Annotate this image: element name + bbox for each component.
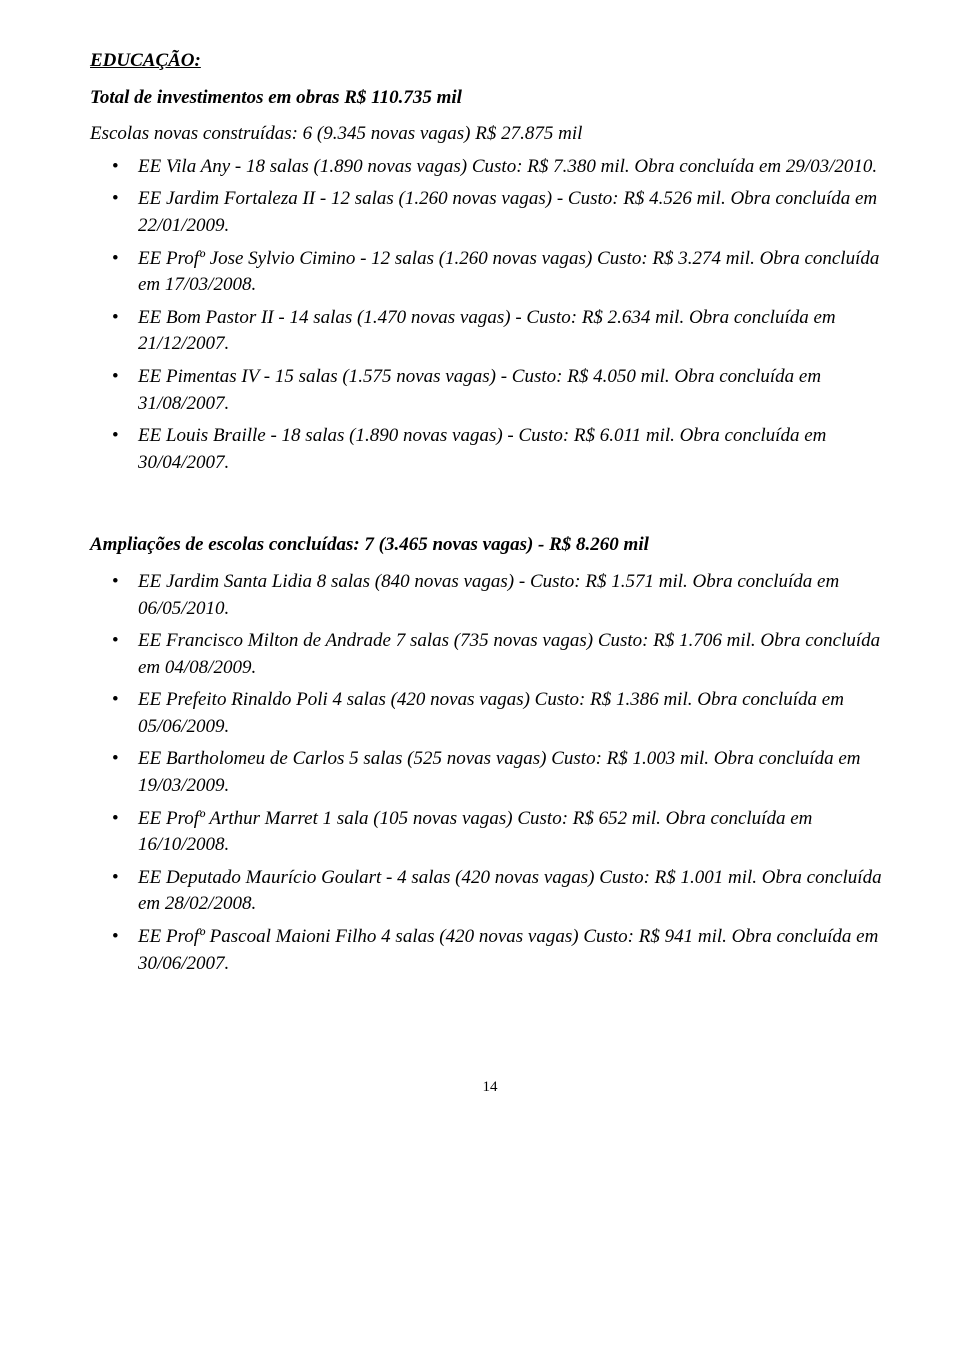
list-item: EE Prefeito Rinaldo Poli 4 salas (420 no… (90, 687, 890, 740)
expansions-heading: Ampliações de escolas concluídas: 7 (3.4… (90, 532, 890, 559)
list-item: EE Vila Any - 18 salas (1.890 novas vaga… (90, 154, 890, 181)
list-item: EE Jardim Santa Lidia 8 salas (840 novas… (90, 569, 890, 622)
list-item: EE Profº Arthur Marret 1 sala (105 novas… (90, 806, 890, 859)
list-item: EE Profº Pascoal Maioni Filho 4 salas (4… (90, 924, 890, 977)
list-item: EE Deputado Maurício Goulart - 4 salas (… (90, 865, 890, 918)
list-item: EE Pimentas IV - 15 salas (1.575 novas v… (90, 364, 890, 417)
section-title: EDUCAÇÃO: (90, 48, 890, 75)
total-investments-line: Total de investimentos em obras R$ 110.7… (90, 85, 890, 112)
schools-list-2: EE Jardim Santa Lidia 8 salas (840 novas… (90, 569, 890, 977)
list-item: EE Bartholomeu de Carlos 5 salas (525 no… (90, 746, 890, 799)
list-item: EE Jardim Fortaleza II - 12 salas (1.260… (90, 186, 890, 239)
schools-list-1: EE Vila Any - 18 salas (1.890 novas vaga… (90, 154, 890, 477)
list-item: EE Profº Jose Sylvio Cimino - 12 salas (… (90, 246, 890, 299)
list-item: EE Francisco Milton de Andrade 7 salas (… (90, 628, 890, 681)
page-number: 14 (90, 1077, 890, 1098)
list-item: EE Bom Pastor II - 14 salas (1.470 novas… (90, 305, 890, 358)
schools-built-line: Escolas novas construídas: 6 (9.345 nova… (90, 121, 890, 148)
list-item: EE Louis Braille - 18 salas (1.890 novas… (90, 423, 890, 476)
